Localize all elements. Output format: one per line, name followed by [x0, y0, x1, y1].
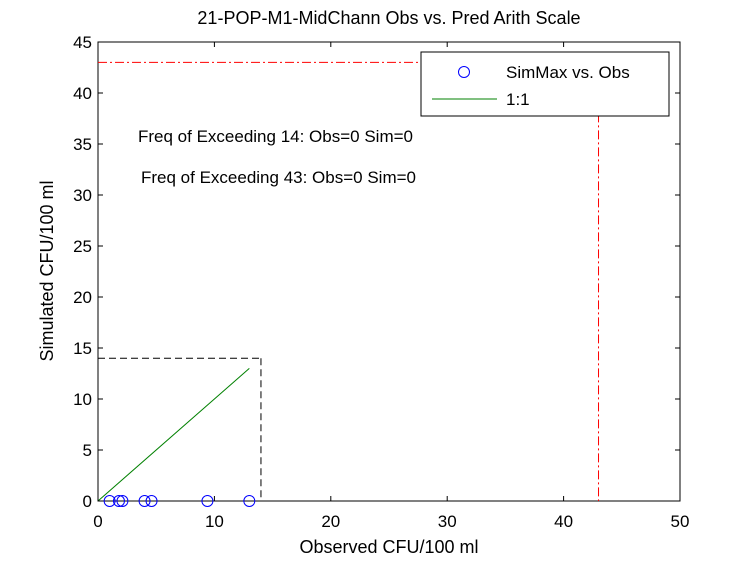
x-tick-label: 30 — [438, 512, 457, 531]
annotation-freq-14: Freq of Exceeding 14: Obs=0 Sim=0 — [138, 127, 413, 146]
data-point — [103, 495, 116, 507]
y-tick-label: 20 — [73, 288, 92, 307]
y-tick-label: 5 — [83, 441, 92, 460]
axis-ticks: 0 10 20 30 40 50 0 5 10 15 20 25 30 35 40 45 — [73, 33, 689, 531]
x-tick-label: 40 — [554, 512, 573, 531]
y-tick-label: 15 — [73, 339, 92, 358]
legend-label-one-to-one: 1:1 — [506, 90, 530, 109]
y-tick-label: 25 — [73, 237, 92, 256]
data-point — [201, 495, 214, 507]
legend-marker-simmax — [458, 66, 470, 78]
x-tick-label: 10 — [205, 512, 224, 531]
y-tick-label: 30 — [73, 186, 92, 205]
reference-lines — [98, 61, 600, 501]
y-tick-label: 35 — [73, 135, 92, 154]
data-point — [112, 495, 125, 507]
y-axis-label: Simulated CFU/100 ml — [37, 180, 57, 361]
data-point — [145, 495, 158, 507]
y-tick-label: 40 — [73, 84, 92, 103]
data-point — [116, 495, 129, 507]
plot-area — [97, 41, 681, 502]
annotations: Freq of Exceeding 14: Obs=0 Sim=0 Freq o… — [138, 127, 416, 187]
x-tick-label: 20 — [321, 512, 340, 531]
y-tick-label: 10 — [73, 390, 92, 409]
x-tick-label: 0 — [93, 512, 102, 531]
x-tick-label: 50 — [671, 512, 690, 531]
series-layer — [97, 368, 256, 507]
chart-title: 21-POP-M1-MidChann Obs vs. Pred Arith Sc… — [197, 8, 580, 28]
y-tick-label: 0 — [83, 492, 92, 511]
x-axis-label: Observed CFU/100 ml — [299, 537, 478, 557]
legend-box — [420, 51, 670, 117]
legend: SimMax vs. Obs 1:1 — [420, 51, 670, 117]
one-to-one-line — [97, 368, 250, 502]
legend-label-simmax: SimMax vs. Obs — [506, 63, 630, 82]
data-point — [243, 495, 256, 507]
annotation-freq-43: Freq of Exceeding 43: Obs=0 Sim=0 — [141, 168, 416, 187]
y-tick-label: 45 — [73, 33, 92, 52]
data-point — [138, 495, 151, 507]
